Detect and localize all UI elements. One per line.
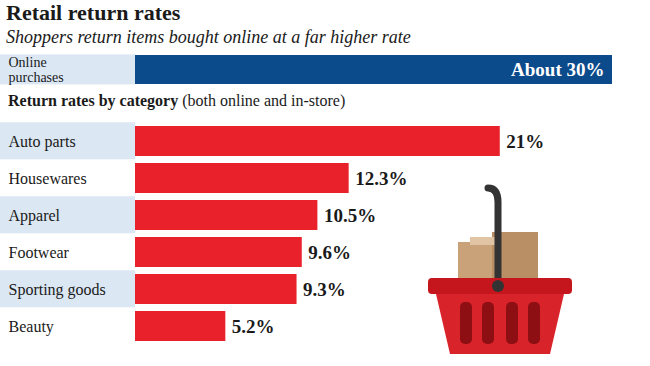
svg-text:10.5%: 10.5% — [324, 205, 376, 226]
svg-text:Auto parts: Auto parts — [9, 133, 76, 151]
html-text:Shoppers return items bought o: Shoppers return items bought online at a… — [6, 27, 411, 47]
html-text:Return rates by category (both: Return rates by category (both online an… — [8, 92, 346, 109]
svg-text:Sporting goods: Sporting goods — [9, 281, 106, 299]
svg-text:5.2%: 5.2% — [232, 316, 275, 337]
svg-text:9.3%: 9.3% — [303, 279, 346, 300]
svg-text:12.3%: 12.3% — [355, 168, 407, 189]
svg-text:Onlinepurchases: Onlinepurchases — [9, 55, 64, 85]
svg-text:Apparel: Apparel — [9, 207, 61, 225]
svg-text:About 30%: About 30% — [511, 59, 604, 80]
svg-text:Housewares: Housewares — [9, 170, 87, 187]
svg-text:21%: 21% — [506, 131, 544, 152]
svg-text:Beauty: Beauty — [9, 318, 54, 336]
html-text:Retail return rates: Retail return rates — [6, 0, 181, 25]
svg-text:Footwear: Footwear — [9, 244, 70, 261]
svg-text:9.6%: 9.6% — [308, 242, 351, 263]
